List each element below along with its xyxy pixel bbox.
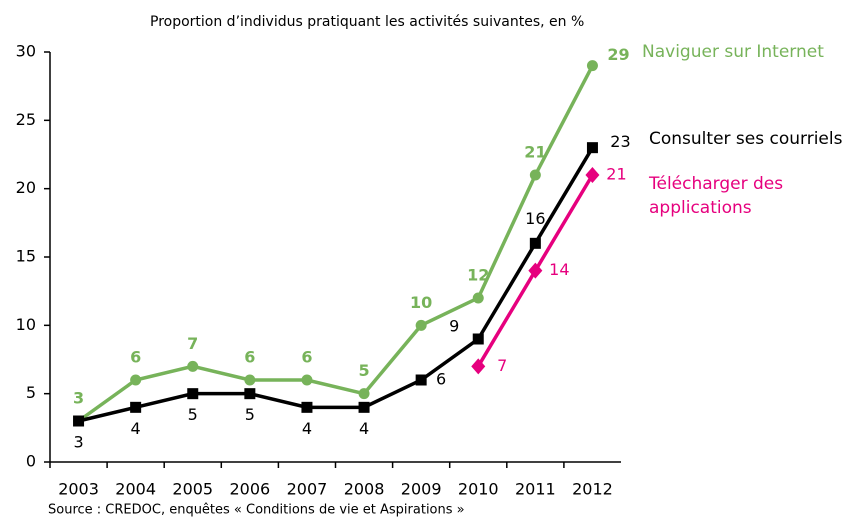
data-label: 6 bbox=[130, 348, 141, 367]
marker bbox=[415, 374, 427, 386]
data-label: 7 bbox=[497, 356, 507, 375]
data-label: 14 bbox=[549, 260, 569, 279]
y-tick-label: 20 bbox=[16, 178, 36, 197]
marker bbox=[529, 169, 541, 181]
x-tick-label: 2003 bbox=[58, 480, 99, 499]
marker bbox=[472, 333, 484, 345]
y-tick-label: 25 bbox=[16, 110, 36, 129]
marker bbox=[529, 237, 541, 249]
data-label: 16 bbox=[525, 209, 545, 228]
data-label: 5 bbox=[245, 405, 255, 424]
x-tick-label: 2012 bbox=[572, 480, 613, 499]
x-tick-label: 2011 bbox=[515, 480, 556, 499]
marker bbox=[73, 415, 85, 427]
marker bbox=[187, 360, 199, 372]
data-label: 3 bbox=[73, 389, 84, 408]
data-label: 6 bbox=[244, 348, 255, 367]
data-label: 4 bbox=[131, 419, 141, 438]
data-label: 5 bbox=[358, 361, 369, 380]
data-label: 29 bbox=[607, 45, 629, 64]
marker bbox=[471, 358, 486, 375]
data-label: 3 bbox=[73, 433, 83, 452]
legend-entry: Télécharger des applications bbox=[649, 174, 784, 218]
y-tick-label: 30 bbox=[16, 42, 36, 61]
marker bbox=[130, 374, 142, 386]
y-tick-label: 5 bbox=[26, 383, 36, 402]
marker bbox=[130, 401, 142, 413]
data-label: 6 bbox=[301, 348, 312, 367]
marker bbox=[244, 374, 256, 386]
marker bbox=[187, 388, 199, 400]
marker bbox=[358, 401, 370, 413]
data-label: 23 bbox=[610, 132, 630, 151]
marker bbox=[586, 60, 598, 72]
x-tick-label: 2006 bbox=[229, 480, 270, 499]
marker bbox=[301, 374, 313, 386]
y-tick-label: 10 bbox=[16, 315, 36, 334]
series-line bbox=[77, 64, 595, 423]
x-tick-label: 2007 bbox=[287, 480, 328, 499]
y-tick-label: 15 bbox=[16, 247, 36, 266]
legend-entry: Consulter ses courriels bbox=[649, 129, 843, 149]
data-label: 4 bbox=[359, 419, 369, 438]
data-label: 4 bbox=[302, 419, 312, 438]
x-tick-label: 2008 bbox=[344, 480, 385, 499]
legend-entry: Naviguer sur Internet bbox=[642, 42, 824, 62]
data-label: 10 bbox=[410, 293, 432, 312]
marker bbox=[472, 292, 484, 304]
source-note: Source : CREDOC, enquêtes « Conditions d… bbox=[48, 503, 465, 518]
marker bbox=[244, 388, 256, 400]
data-label: 6 bbox=[436, 370, 446, 389]
data-label: 7 bbox=[187, 334, 198, 353]
x-tick-label: 2010 bbox=[458, 480, 499, 499]
x-tick-label: 2005 bbox=[172, 480, 213, 499]
data-label: 9 bbox=[449, 317, 459, 336]
marker bbox=[585, 167, 600, 183]
marker bbox=[301, 401, 313, 413]
marker bbox=[415, 319, 427, 331]
marker bbox=[528, 262, 543, 279]
data-label: 5 bbox=[188, 405, 198, 424]
marker bbox=[358, 388, 370, 400]
x-tick-label: 2004 bbox=[115, 480, 156, 499]
x-tick-label: 2009 bbox=[401, 480, 442, 499]
data-label: 12 bbox=[467, 266, 489, 285]
chart-title: Proportion d’individus pratiquant les ac… bbox=[150, 14, 584, 30]
data-label: 21 bbox=[524, 143, 546, 162]
data-label: 21 bbox=[606, 165, 626, 184]
marker bbox=[586, 142, 598, 154]
series-line bbox=[78, 146, 594, 423]
y-tick-label: 0 bbox=[26, 452, 36, 471]
